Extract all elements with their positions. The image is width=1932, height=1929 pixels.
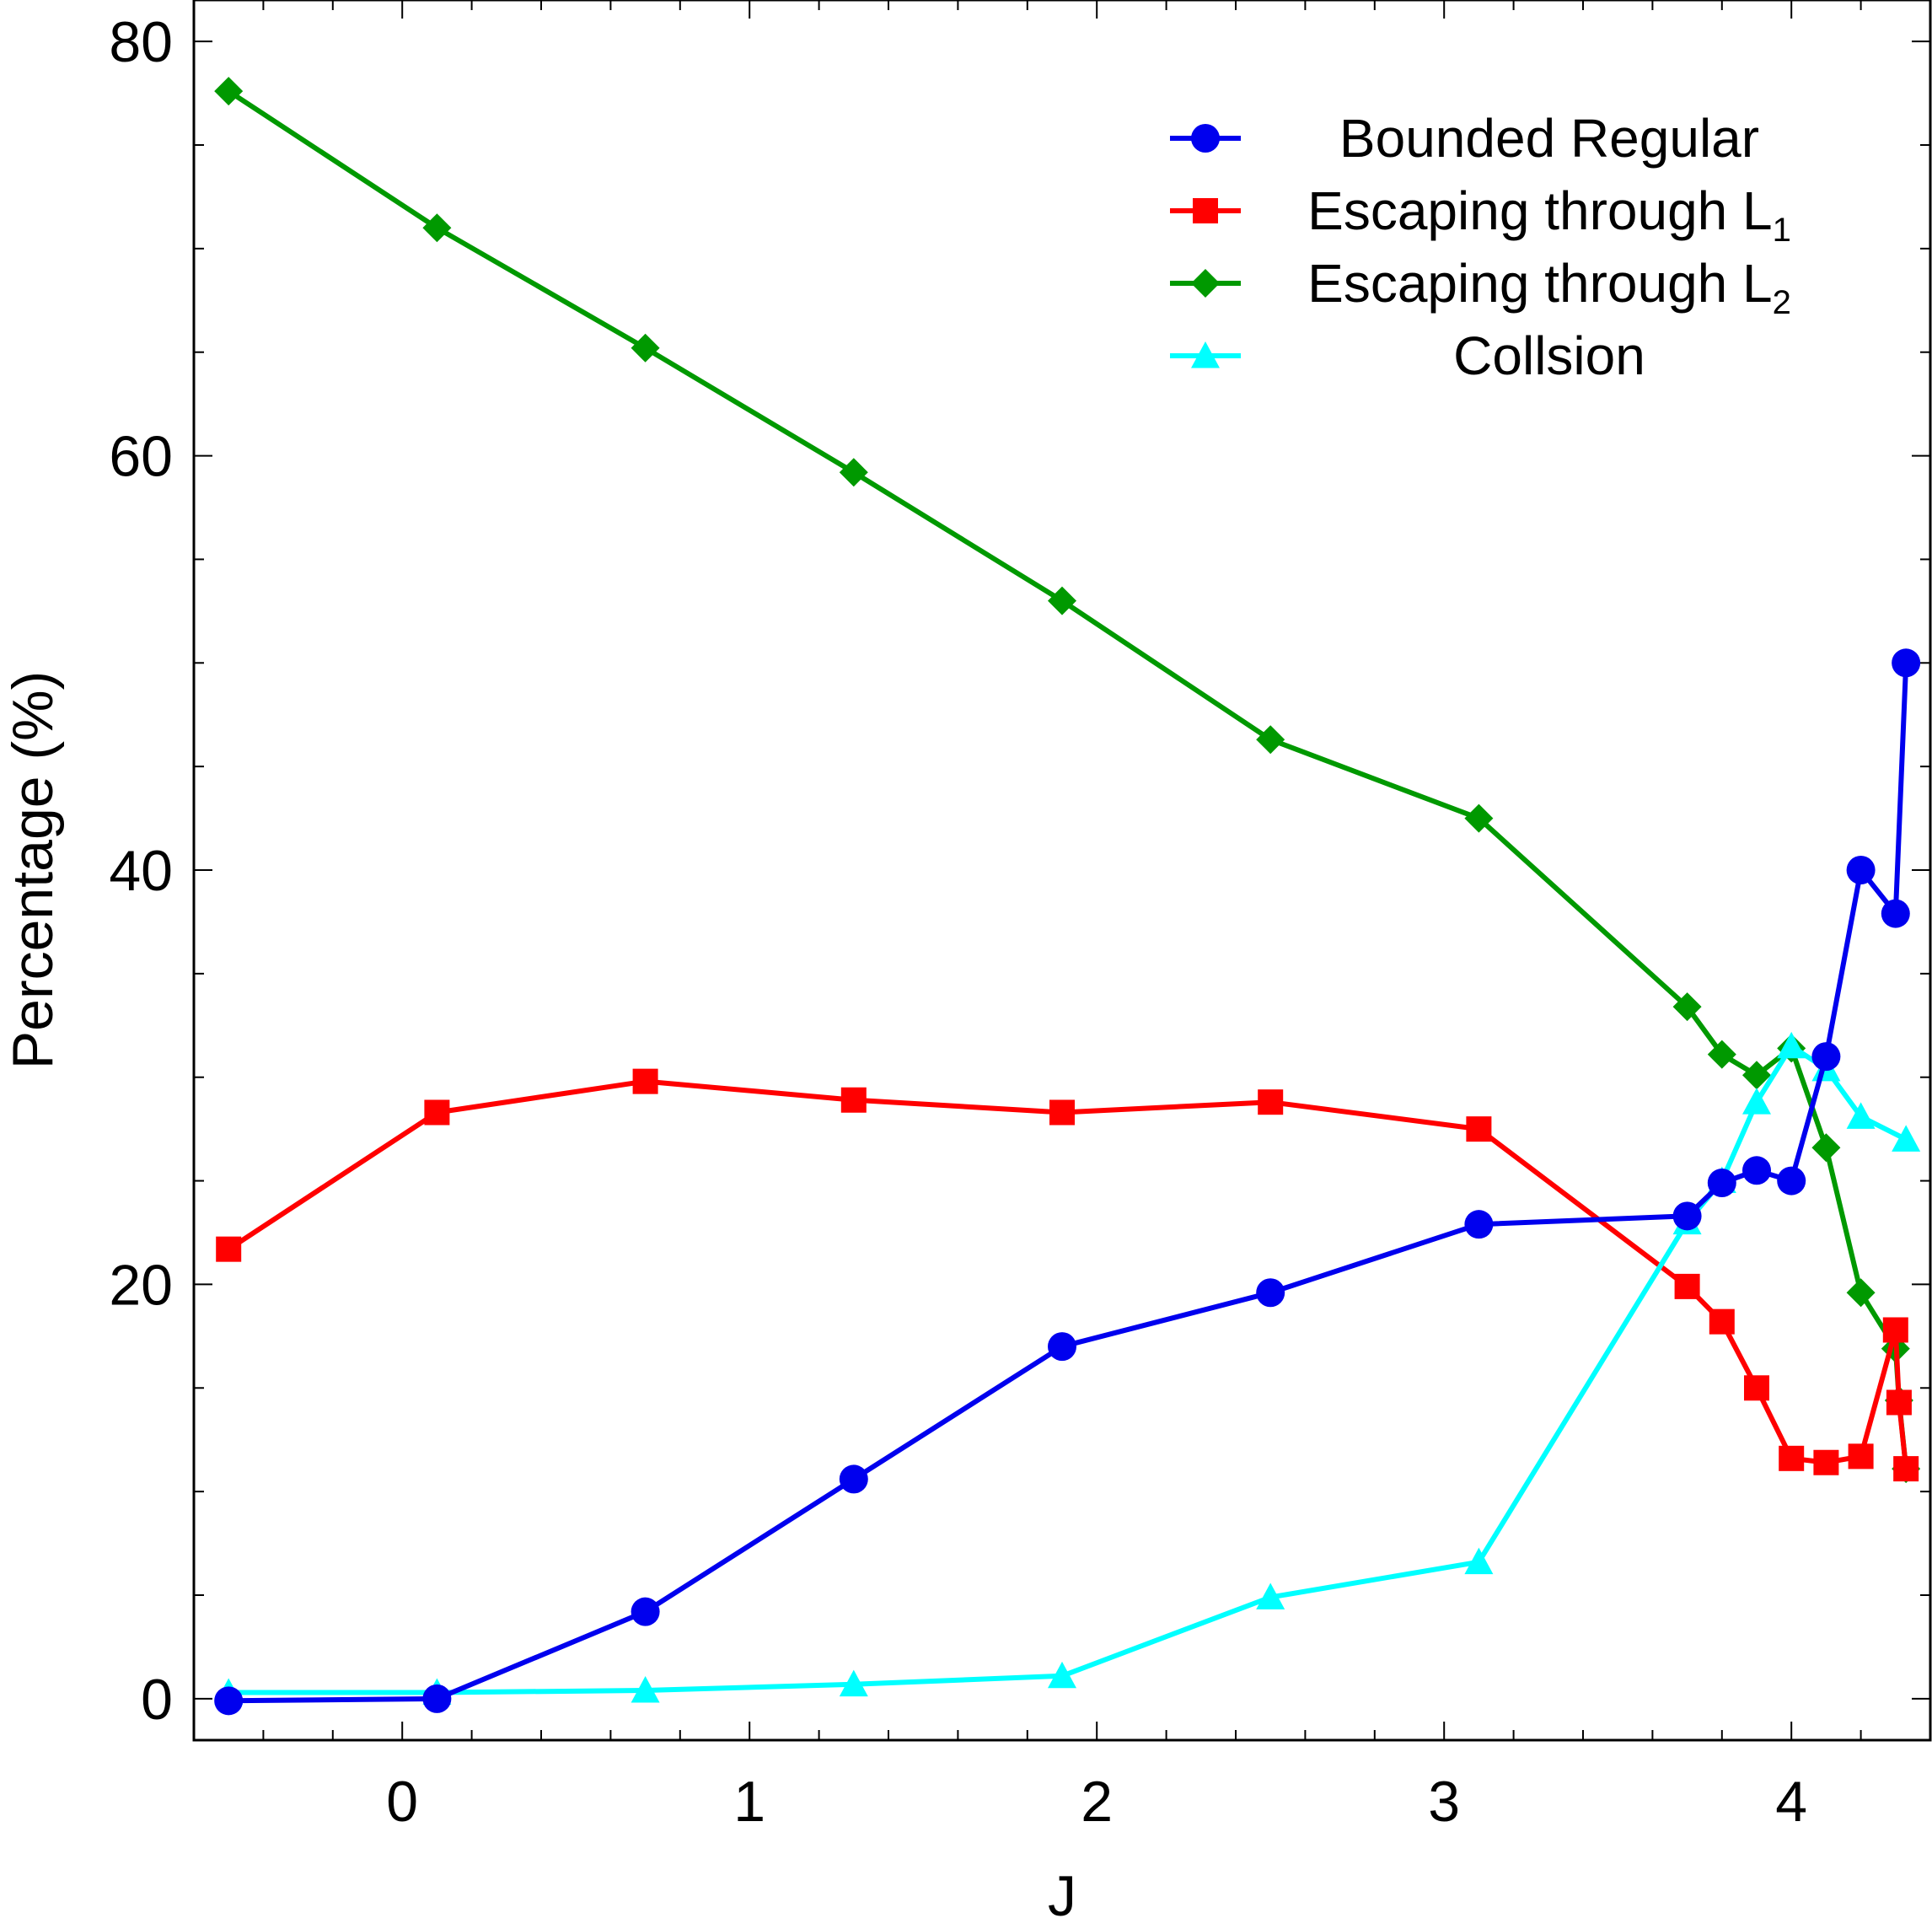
data-point (214, 77, 244, 106)
x-tick-label: 4 (1775, 1770, 1807, 1834)
series-line (228, 1043, 1908, 1695)
data-point (1048, 1661, 1076, 1689)
data-point (1892, 1125, 1921, 1152)
data-point (1742, 1088, 1771, 1115)
x-tick-label: 1 (733, 1770, 765, 1834)
data-point (1892, 648, 1921, 678)
axis-ticks (193, 0, 1931, 1740)
data-point (1846, 1102, 1876, 1129)
data-point (1848, 1443, 1874, 1470)
data-point (1881, 899, 1910, 928)
x-tick-label: 2 (1081, 1770, 1113, 1834)
legend: Bounded Regular Escaping through L1Escapi… (1170, 108, 1791, 386)
data-point (1742, 1061, 1771, 1090)
data-point (1777, 1031, 1806, 1059)
data-point (1846, 1278, 1876, 1308)
data-point (1707, 1040, 1736, 1069)
series-escaping-through-l1 (216, 1068, 1919, 1482)
data-point (840, 1087, 867, 1113)
legend-item: Escaping through L1 (1170, 180, 1791, 249)
data-point (1707, 1169, 1736, 1198)
data-point (1256, 1582, 1285, 1609)
data-point (422, 1684, 452, 1713)
data-point (1674, 1273, 1700, 1299)
data-point (632, 1068, 658, 1094)
y-axis-title: Percentage (%) (1, 671, 65, 1069)
y-tick-label: 0 (141, 1668, 173, 1732)
data-point (1744, 1375, 1769, 1401)
data-point (1049, 1099, 1075, 1126)
data-point (1258, 1089, 1284, 1115)
data-point (1846, 856, 1876, 884)
x-tick-label: 3 (1428, 1770, 1460, 1834)
data-point (631, 1676, 660, 1703)
data-point (1464, 1210, 1494, 1239)
data-point (1672, 1201, 1702, 1231)
series-line (227, 1078, 1909, 1470)
data-point (1256, 725, 1285, 755)
data-point (631, 333, 660, 363)
data-point (1048, 586, 1076, 615)
data-point (1777, 1166, 1806, 1196)
data-point (214, 1686, 244, 1716)
legend-label: Collsion (1453, 325, 1645, 386)
series-line (227, 89, 1909, 1470)
y-tick-label: 60 (109, 425, 173, 489)
data-point (1048, 1332, 1076, 1362)
legend-item: Collsion (1170, 325, 1645, 386)
data-point (1709, 1308, 1735, 1335)
legend-label: Bounded Regular (1339, 108, 1759, 169)
legend-label: Escaping through L1 (1307, 180, 1791, 249)
data-point (1464, 1547, 1494, 1575)
data-point (422, 213, 452, 243)
data-point (1256, 1278, 1285, 1308)
legend-swatch-marker (1191, 341, 1220, 368)
data-point (1672, 992, 1702, 1022)
series-collsion (214, 1031, 1921, 1705)
data-point (216, 1236, 242, 1262)
data-point (1779, 1445, 1805, 1471)
data-point (1811, 1042, 1841, 1072)
data-point (1811, 1133, 1841, 1163)
data-point (839, 1464, 868, 1494)
y-tick-label: 40 (109, 839, 173, 903)
y-tick-label: 20 (109, 1253, 173, 1317)
legend-item: Bounded Regular (1170, 108, 1759, 169)
data-point (1886, 1389, 1912, 1416)
data-point (1882, 1317, 1908, 1343)
legend-label: Escaping through L2 (1307, 253, 1791, 321)
legend-swatch-marker (1193, 198, 1218, 223)
data-point (839, 1669, 868, 1697)
y-tick-label: 80 (109, 10, 173, 74)
series-group (214, 77, 1921, 1716)
data-point (1742, 1156, 1771, 1185)
series-bounded-regular (214, 648, 1921, 1716)
data-point (1464, 803, 1494, 833)
x-tick-label: 0 (386, 1770, 418, 1834)
data-point (1813, 1449, 1839, 1475)
series-line (228, 663, 1909, 1704)
legend-swatch-marker (1191, 124, 1220, 153)
legend-swatch-marker (1191, 269, 1220, 298)
x-axis-title: J (1048, 1864, 1076, 1928)
data-point (631, 1597, 660, 1626)
data-point (424, 1099, 450, 1126)
data-point (1466, 1116, 1492, 1142)
data-point (1893, 1456, 1919, 1482)
legend-item: Escaping through L2 (1170, 253, 1791, 321)
data-point (839, 458, 868, 487)
